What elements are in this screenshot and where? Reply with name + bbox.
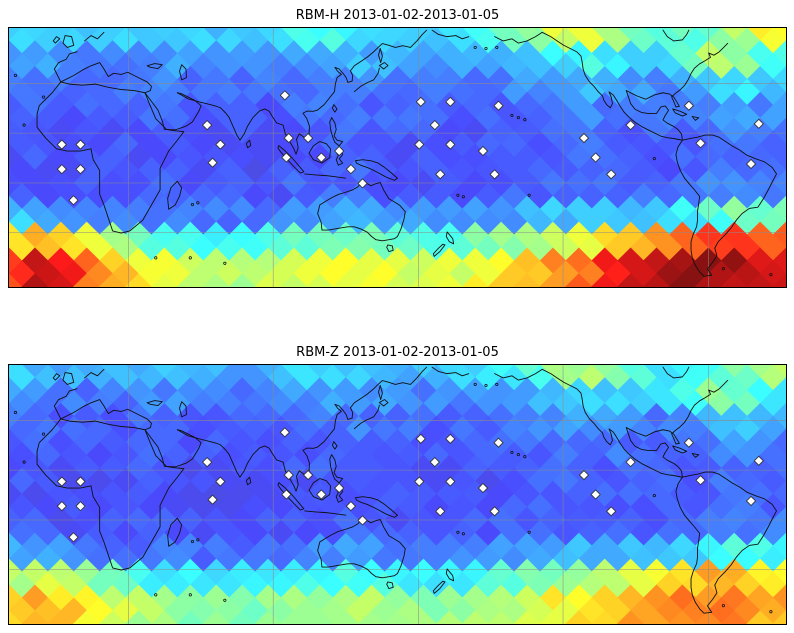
- panel-rbm-z: RBM-Z 2013-01-02-2013-01-05: [8, 341, 787, 625]
- panel-title-rbm-z: RBM-Z 2013-01-02-2013-01-05: [296, 345, 499, 360]
- rbm-h-heatmap-svg: [9, 28, 786, 287]
- map-plot-rbm-h: [8, 27, 787, 288]
- map-plot-rbm-z: [8, 364, 787, 625]
- panel-title-rbm-h: RBM-H 2013-01-02-2013-01-05: [295, 8, 500, 23]
- rbm-z-heatmap-svg: [9, 365, 786, 624]
- panel-rbm-h: RBM-H 2013-01-02-2013-01-05: [8, 4, 787, 288]
